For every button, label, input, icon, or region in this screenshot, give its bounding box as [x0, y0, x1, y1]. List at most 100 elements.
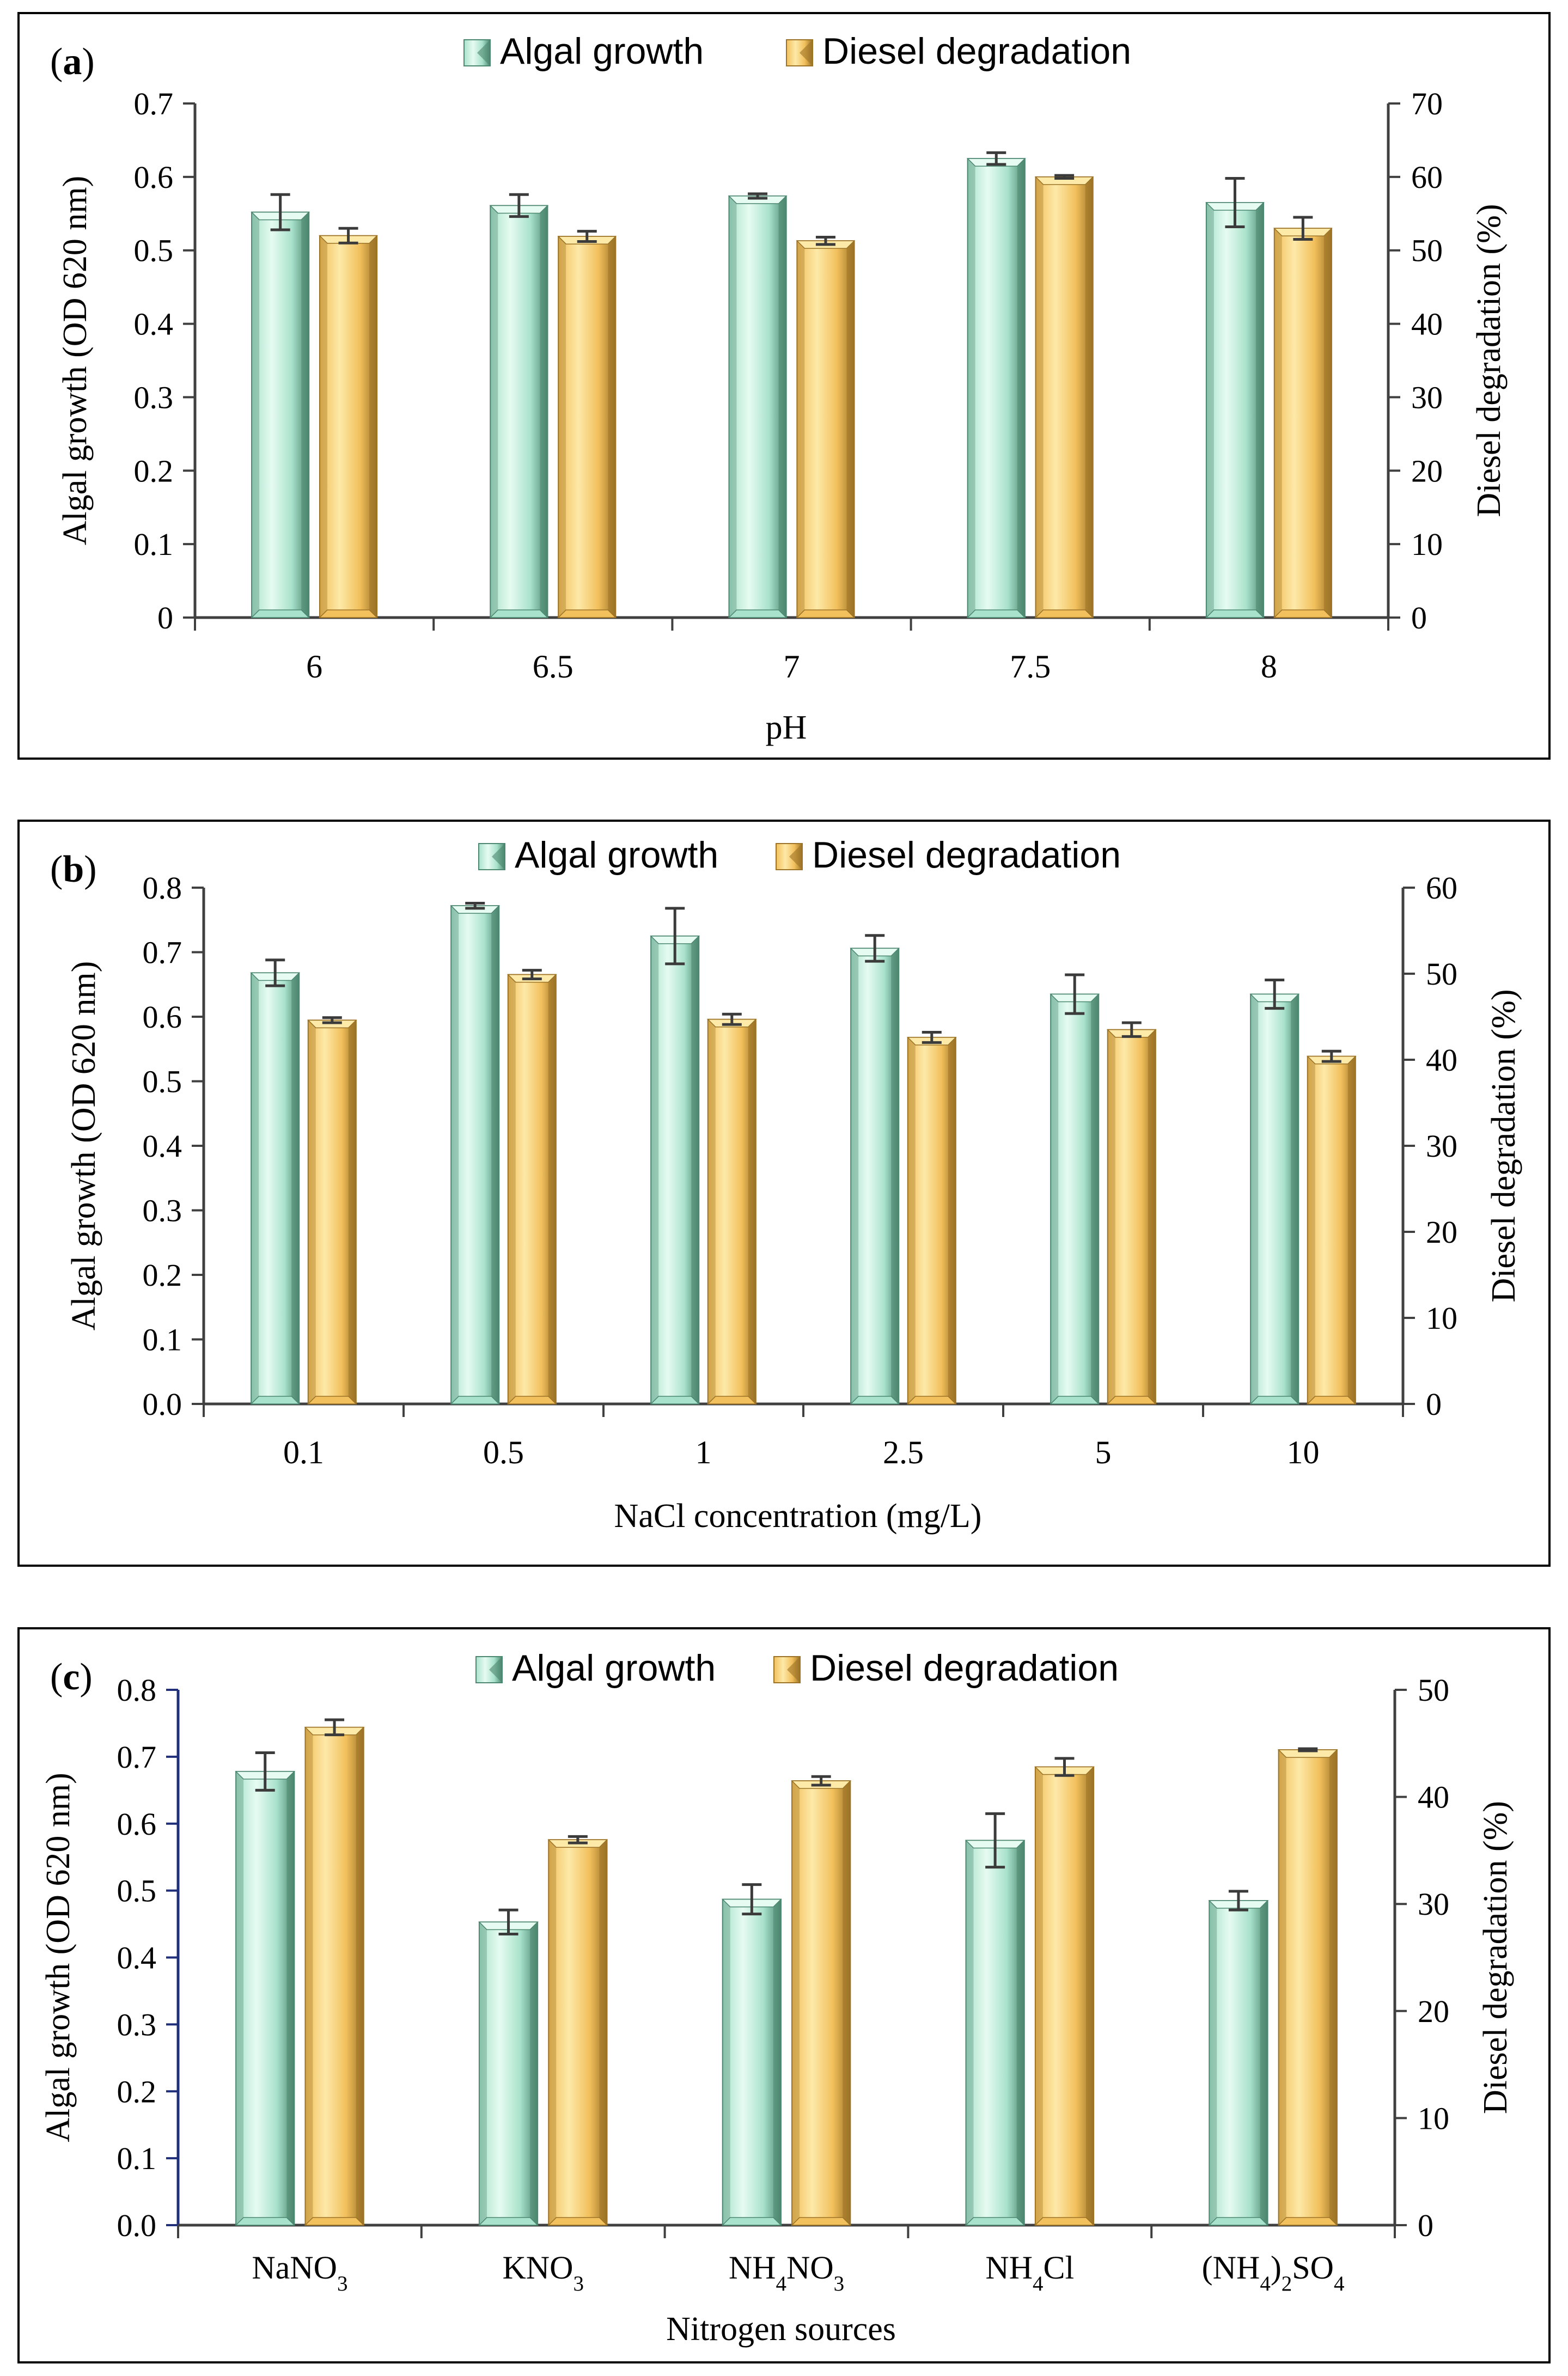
error-bar — [1121, 1021, 1142, 1038]
error-bar — [742, 1883, 762, 1916]
error-bar — [338, 227, 358, 245]
error-bar — [498, 1908, 518, 1935]
svg-text:Diesel degradation: Diesel degradation — [812, 834, 1121, 876]
right-y-tick-label: 50 — [1426, 956, 1457, 992]
bar-diesel-degradation — [319, 235, 378, 618]
legend-algal-growth: Algal growth — [463, 30, 704, 72]
error-bar — [748, 192, 768, 200]
right-y-tick-label: 60 — [1411, 160, 1443, 195]
right-y-tick-label: 10 — [1411, 527, 1443, 562]
chart-panel-c: (c) 0.0 0.1 0.2 0.3 0.4 0.5 0.6 0.7 0.8 0 10 20 30 40… — [17, 1627, 1551, 2363]
error-bar — [1298, 1747, 1318, 1752]
right-y-tick-label: 10 — [1418, 2100, 1449, 2136]
bar-diesel-degradation — [1306, 1055, 1357, 1404]
error-bar — [922, 1030, 942, 1044]
error-bar — [509, 193, 529, 218]
left-y-tick-label: 0.2 — [117, 2074, 157, 2109]
left-y-tick-label: 0.7 — [143, 935, 182, 970]
error-bar — [865, 934, 885, 963]
right-y-tick-label: 0 — [1426, 1386, 1442, 1422]
error-bar — [985, 1812, 1005, 1869]
bar-diesel-degradation — [557, 236, 617, 618]
svg-text:Algal growth: Algal growth — [500, 30, 704, 72]
right-y-axis-title: Diesel degradation (%) — [1477, 1801, 1514, 2114]
chart-a-svg: 0 0.1 0.2 0.3 0.4 0.5 0.6 0.7 0 10 20 30 40 50 60 70 Alg… — [57, 30, 1508, 746]
bar-diesel-degradation — [304, 1726, 365, 2226]
x-tick-label: NH4Cl — [985, 2250, 1074, 2295]
x-tick-label: 0.5 — [483, 1434, 524, 1470]
error-bar — [577, 230, 597, 243]
error-bar — [811, 1775, 831, 1787]
legend-algal-growth: Algal growth — [475, 1647, 716, 1689]
error-bar — [1054, 1757, 1075, 1777]
x-tick-label: 7.5 — [1010, 649, 1051, 685]
error-bar — [265, 958, 285, 987]
x-axis-title: NaCl concentration (mg/L) — [614, 1498, 982, 1535]
x-tick-label: (NH4)2SO4 — [1202, 2250, 1345, 2295]
bar-algal-growth — [489, 205, 549, 618]
bar-algal-growth — [650, 935, 700, 1404]
right-y-tick-label: 30 — [1418, 1886, 1449, 1922]
bar-algal-growth — [966, 158, 1026, 618]
bar-diesel-degradation — [791, 1780, 852, 2226]
error-bar — [1228, 1890, 1248, 1911]
bar-diesel-degradation — [906, 1036, 957, 1405]
right-y-tick-label: 60 — [1426, 870, 1457, 906]
chart-panel-a: (a) 0 0.1 0.2 0.3 0.4 0.5 0.6 0.7 0 10 20 30 40 50 60 7… — [17, 12, 1551, 760]
x-tick-label: 6.5 — [533, 649, 573, 685]
legend-diesel-degradation: Diesel degradation — [776, 834, 1121, 876]
left-y-axis-title: Algal growth (OD 620 nm) — [65, 961, 102, 1330]
x-tick-label: NaNO3 — [252, 2250, 347, 2295]
x-tick-label: 7 — [784, 649, 800, 685]
bar-diesel-degradation — [1034, 176, 1094, 619]
left-y-tick-label: 0.5 — [143, 1064, 182, 1100]
legend-algal-growth: Algal growth — [478, 834, 718, 876]
right-y-tick-label: 40 — [1418, 1780, 1449, 1815]
left-y-tick-label: 0.6 — [117, 1806, 157, 1842]
x-tick-label: NH4NO3 — [729, 2250, 844, 2295]
error-bar — [1054, 174, 1075, 180]
bar-diesel-degradation — [1106, 1029, 1157, 1404]
bar-diesel-degradation — [547, 1839, 608, 2226]
bar-algal-growth — [235, 1770, 296, 2226]
left-y-tick-label: 0.0 — [117, 2208, 157, 2243]
error-bar — [1293, 216, 1313, 241]
error-bar — [465, 901, 485, 910]
right-y-tick-label: 70 — [1411, 86, 1443, 121]
error-bar — [815, 235, 835, 246]
left-y-tick-label: 0.1 — [117, 2141, 157, 2176]
x-axis-title: Nitrogen sources — [666, 2311, 896, 2348]
bar-algal-growth — [250, 972, 301, 1405]
right-y-tick-label: 20 — [1426, 1214, 1457, 1250]
right-y-tick-label: 50 — [1411, 233, 1443, 268]
bar-diesel-degradation — [307, 1019, 357, 1404]
chart-b-svg: 0.0 0.1 0.2 0.3 0.4 0.5 0.6 0.7 0.8 0 10 20 30 40 50 60… — [65, 834, 1522, 1535]
x-tick-label: KNO3 — [502, 2250, 583, 2295]
left-y-tick-label: 0.3 — [143, 1193, 182, 1229]
left-y-tick-label: 0.6 — [134, 160, 174, 195]
right-y-tick-label: 20 — [1418, 1994, 1449, 2029]
legend-diesel-degradation: Diesel degradation — [786, 30, 1131, 72]
error-bar — [1065, 973, 1085, 1015]
left-y-tick-label: 0.6 — [143, 999, 182, 1035]
panel-label-a: (a) — [50, 41, 95, 83]
svg-text:Algal growth: Algal growth — [512, 1647, 716, 1689]
left-y-tick-label: 0.3 — [117, 2007, 157, 2042]
error-bar — [325, 1718, 345, 1737]
right-y-tick-label: 0 — [1411, 600, 1427, 636]
legend-diesel-degradation: Diesel degradation — [773, 1647, 1119, 1689]
bar-algal-growth — [450, 905, 501, 1404]
x-tick-label: 10 — [1287, 1434, 1320, 1470]
left-y-tick-label: 0.8 — [143, 870, 182, 906]
bar-diesel-degradation — [507, 974, 557, 1404]
x-tick-label: 6 — [306, 649, 322, 685]
left-y-axis-title: Algal growth (OD 620 nm) — [40, 1773, 77, 2142]
bar-algal-growth — [1249, 993, 1300, 1404]
left-y-tick-label: 0.5 — [134, 233, 174, 268]
left-y-tick-label: 0 — [157, 600, 173, 636]
error-bar — [522, 969, 542, 980]
left-y-tick-label: 0.0 — [143, 1386, 182, 1422]
left-y-tick-label: 0.1 — [143, 1322, 182, 1358]
left-y-tick-label: 0.5 — [117, 1873, 157, 1909]
error-bar — [1265, 978, 1285, 1010]
